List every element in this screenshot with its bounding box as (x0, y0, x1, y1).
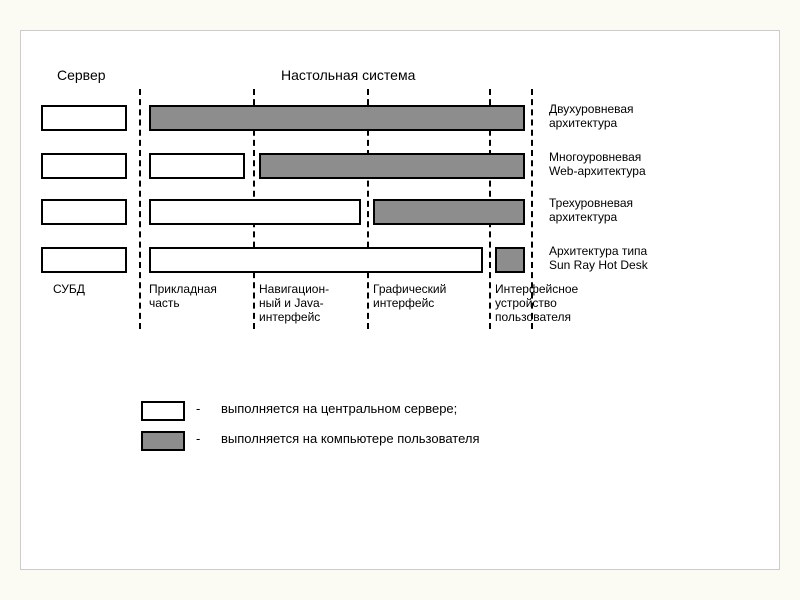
r3-seg2 (495, 247, 525, 273)
r2-seg2 (373, 199, 525, 225)
legend-swatch-server (141, 401, 185, 421)
header-server: Сервер (57, 67, 106, 83)
r2-seg0 (41, 199, 127, 225)
r3-seg1 (149, 247, 483, 273)
divider-0 (139, 89, 141, 329)
architecture-diagram: Сервер Настольная система Двухуровневаяа… (21, 31, 779, 569)
legend-text-client: выполняется на компьютере пользователя (221, 431, 480, 446)
col-label-c2: Навигацион-ный и Java-интерфейс (259, 283, 329, 324)
row-label-2: Трехуровневаяархитектура (549, 197, 633, 225)
header-desktop: Настольная система (281, 67, 415, 83)
r0-seg0 (41, 105, 127, 131)
legend-text-server: выполняется на центральном сервере; (221, 401, 457, 416)
col-label-c1: Прикладнаячасть (149, 283, 217, 311)
r0-seg1 (149, 105, 525, 131)
col-label-c3: Графическийинтерфейс (373, 283, 446, 311)
legend-swatch-client (141, 431, 185, 451)
r1-seg1 (149, 153, 245, 179)
r1-seg2 (259, 153, 525, 179)
diagram-frame: Сервер Настольная система Двухуровневаяа… (20, 30, 780, 570)
r2-seg1 (149, 199, 361, 225)
r1-seg0 (41, 153, 127, 179)
row-label-3: Архитектура типаSun Ray Hot Desk (549, 245, 648, 273)
row-label-0: Двухуровневаяархитектура (549, 103, 634, 131)
row-label-1: МногоуровневаяWeb-архитектура (549, 151, 646, 179)
col-label-c4: Интерфейсноеустройствопользователя (495, 283, 578, 324)
legend-dash-2: - (196, 431, 200, 446)
r3-seg0 (41, 247, 127, 273)
col-label-c0: СУБД (53, 283, 85, 297)
legend-dash-1: - (196, 401, 200, 416)
